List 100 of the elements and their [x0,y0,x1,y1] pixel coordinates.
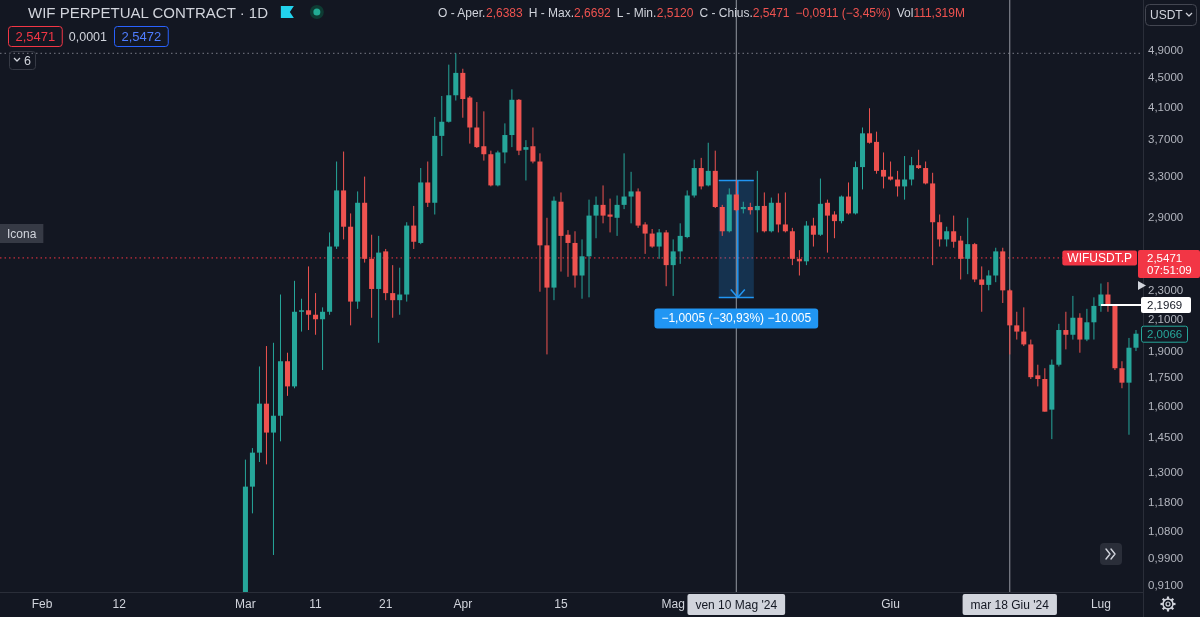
candlestick [923,161,929,185]
candlestick [299,298,305,333]
candlestick [523,139,529,181]
candlestick [810,217,816,248]
annotation: 6 [24,54,31,68]
y-tick-label: 2,3000 [1148,284,1184,297]
candlestick [1119,360,1125,389]
y-tick-label: 1,7500 [1148,371,1184,384]
annotation: Icona [7,227,37,241]
candlestick [628,171,634,224]
candlestick [937,214,943,248]
candlestick [439,95,445,157]
annotation: C - Chius. [699,6,753,20]
candlestick [986,269,992,291]
candlestick [600,184,606,224]
candlestick [670,238,676,297]
candlestick [411,205,417,250]
candlestick [607,198,613,233]
annotation: O - Aper. [438,6,486,20]
annotation: 2,1969 [1147,298,1183,311]
x-tick-label: 15 [554,597,568,611]
annotation: 2,5471 [15,29,56,44]
candlestick [656,228,662,260]
annotation: 2,6692 [574,6,612,20]
candlestick [867,107,873,145]
text: 2,0066 [1147,328,1183,341]
annotation: 2,5120 [656,6,694,20]
y-tick-label: 1,9000 [1148,345,1184,358]
candlestick [1133,329,1139,352]
candlestick [502,122,508,164]
annotation: 2,5471 [752,6,790,20]
y-tick-label: 1,0800 [1148,524,1184,537]
candlestick [1084,308,1090,342]
candlestick [705,142,711,187]
candlestick [1021,306,1027,347]
candlestick [916,149,922,170]
candlestick [958,235,964,280]
candlestick [530,127,536,164]
annotation: H - Max. [528,6,575,20]
candlestick [614,195,620,237]
candlestick [775,192,781,233]
candlestick [979,265,985,313]
candlestick [733,180,739,212]
candlestick [1091,296,1097,341]
candlestick [649,228,655,249]
candlestick [824,199,830,254]
candlestick [481,110,487,162]
candlestick [642,221,648,255]
y-tick-label: 2,1000 [1148,313,1184,326]
x-tick-label: Mar [235,597,256,611]
candlestick [270,342,276,556]
candlestick [390,264,396,319]
x-tick-label: 12 [112,597,127,611]
ref-line-label: 2,5471 [1147,251,1183,264]
x-tick-label: Apr [453,597,473,611]
candlestick [831,210,837,239]
annotation: 2,6383 [486,6,524,20]
x-tick-label: Giu [881,597,900,611]
candlestick [845,181,852,216]
annotation: 111,319M [913,6,965,20]
candlestick [782,191,788,233]
y-tick-label: 2,9000 [1148,210,1184,223]
candlestick [1070,295,1076,341]
candlestick [1035,364,1041,387]
annotation: L - Min. [616,6,657,20]
annotation: WIFUSDT.P [1067,251,1132,266]
x-tick-label: Mag [661,597,685,611]
y-tick-label: 3,7000 [1148,133,1184,146]
y-tick-label: 1,6000 [1148,399,1184,412]
candlestick [621,152,627,210]
y-tick-label: 1,1800 [1148,496,1184,509]
candlestick [677,222,683,265]
x-tick-label: 21 [379,597,393,611]
y-tick-label: 3,3000 [1148,169,1184,182]
candlestick [754,170,760,233]
candlestick [425,161,431,208]
x-tick-label: Feb [31,597,53,611]
annotation: Vol [896,6,914,20]
candlestick [965,217,971,275]
candlestick [1063,311,1069,350]
chart-title: WIF PERPETUAL CONTRACT · 1D [28,4,269,21]
annotation: 2,5472 [121,29,162,44]
y-tick-label: 4,1000 [1148,100,1184,113]
candlestick [453,52,459,102]
x-tick-label: Lug [1090,597,1111,611]
candlestick [474,101,480,149]
ref-line-label: mar 18 Giu '24 [970,598,1050,612]
annotation: −1,0005 (−30,93%) −10.005 [661,311,812,326]
candlestick [909,156,915,186]
annotation: 0,0001 [68,30,108,44]
candlestick [593,196,599,239]
candlestick [881,151,887,189]
ref-line-label: ven 10 Mag '24 [695,598,778,612]
candlestick [1077,312,1083,354]
annotation: −0,0911 (−3,45%) [795,6,891,20]
x-tick-label: 11 [309,597,323,611]
y-tick-label: 0,9900 [1148,552,1184,565]
candlestick [306,265,312,331]
y-tick-label: 4,5000 [1148,71,1184,84]
y-tick-label: 0,9100 [1148,578,1184,591]
